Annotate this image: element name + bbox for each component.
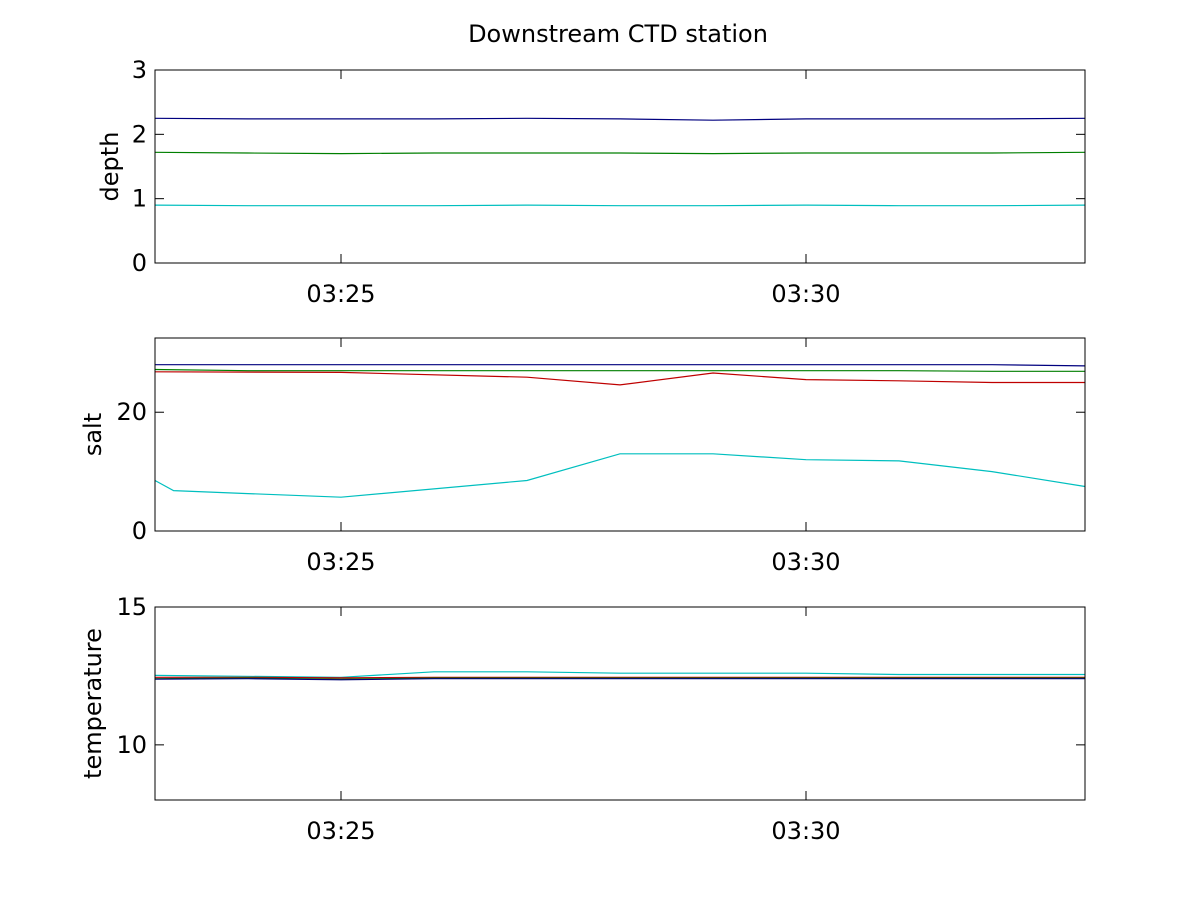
- panel-temperature: 10 15 03:25 03:30 temperature: [79, 593, 1086, 845]
- axes-box-salt: [154, 337, 1086, 532]
- x-tick-label-depth: 03:30: [771, 280, 840, 308]
- y-tick-label-temperature: 10: [116, 731, 147, 759]
- series-line-temperature-1: [155, 676, 1085, 679]
- y-tick-label-temperature: 15: [116, 593, 147, 621]
- series-line-salt-3: [154, 453, 1086, 498]
- y-tick-label-depth: 0: [132, 249, 147, 277]
- y-axis-label-salt: salt: [79, 413, 107, 456]
- x-tick-label-salt: 03:25: [306, 548, 375, 576]
- chart-title: Downstream CTD station: [468, 20, 768, 48]
- y-tick-label-depth: 1: [132, 185, 147, 213]
- x-tick-label-salt: 03:30: [771, 548, 840, 576]
- series-line-temperature-0: [154, 671, 1085, 678]
- panels: 0 1 2 3 03:25 03:30 depth 0 20 03:25 03:30 salt 10 15…: [79, 56, 1086, 845]
- axes-box-depth: [154, 69, 1086, 264]
- y-tick-label-depth: 2: [132, 120, 147, 148]
- axes-box-temperature: [154, 606, 1086, 801]
- series-line-depth-2: [154, 204, 1086, 207]
- x-tick-label-temperature: 03:25: [306, 817, 375, 845]
- series-line-salt-0: [155, 364, 1086, 367]
- x-tick-label-temperature: 03:30: [771, 817, 840, 845]
- series-line-temperature-3: [154, 678, 1085, 681]
- y-axis-label-depth: depth: [96, 132, 124, 202]
- series-line-depth-0: [154, 117, 1086, 121]
- x-tick-label-depth: 03:25: [306, 280, 375, 308]
- y-tick-label-salt: 0: [132, 517, 147, 545]
- y-tick-label-depth: 3: [132, 56, 147, 84]
- panel-salt: 0 20 03:25 03:30 salt: [79, 337, 1086, 576]
- y-tick-label-salt: 20: [116, 398, 147, 426]
- panel-depth: 0 1 2 3 03:25 03:30 depth: [96, 56, 1086, 308]
- series-line-salt-2: [154, 371, 1085, 386]
- series-line-depth-1: [154, 151, 1086, 155]
- series-line-salt-1: [154, 368, 1085, 372]
- y-axis-label-temperature: temperature: [79, 628, 107, 779]
